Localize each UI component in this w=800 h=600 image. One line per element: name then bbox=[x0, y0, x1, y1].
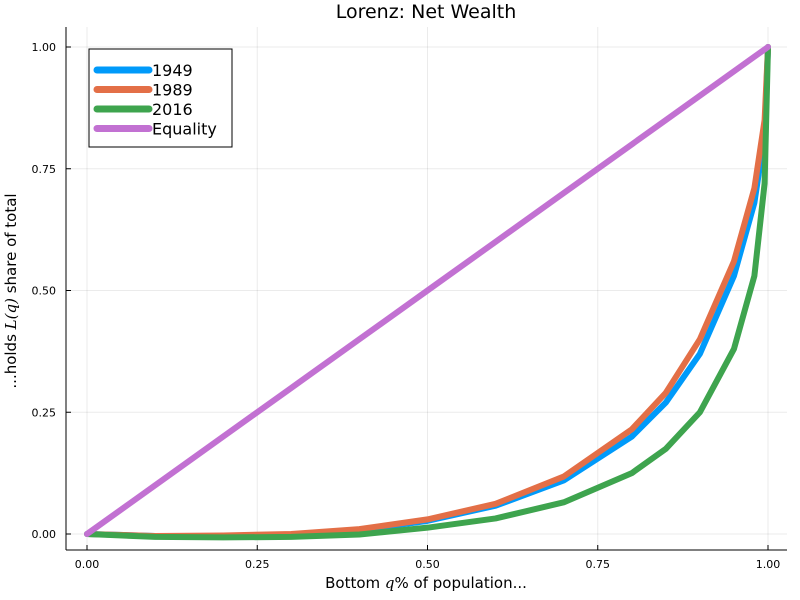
x-axis-label: Bottom q% of population... bbox=[325, 574, 527, 592]
y-tick-label-4: 1.00 bbox=[32, 41, 57, 54]
legend-label-2016: 2016 bbox=[152, 100, 193, 119]
y-tick-labels: 0.00 0.25 0.50 0.75 1.00 bbox=[32, 41, 57, 541]
x-tick-label-3: 0.75 bbox=[586, 558, 611, 571]
y-tick-label-2: 0.50 bbox=[32, 285, 57, 298]
y-tick-label-1: 0.25 bbox=[32, 406, 57, 419]
x-tick-labels: 0.00 0.25 0.50 0.75 1.00 bbox=[75, 558, 781, 571]
x-tick-label-4: 1.00 bbox=[756, 558, 781, 571]
y-axis-label-math: L(q) bbox=[2, 298, 20, 330]
axes bbox=[65, 27, 787, 551]
y-axis-label-suffix: share of total bbox=[2, 193, 20, 298]
x-axis-label-suffix: % of population... bbox=[395, 574, 527, 592]
legend-label-equality: Equality bbox=[152, 120, 217, 139]
x-tick-label-1: 0.25 bbox=[245, 558, 270, 571]
legend-label-1949: 1949 bbox=[152, 61, 193, 80]
legend-label-1989: 1989 bbox=[152, 81, 193, 100]
x-tick-label-2: 0.50 bbox=[415, 558, 440, 571]
series-line-2016 bbox=[84, 44, 771, 541]
x-axis-label-prefix: Bottom bbox=[325, 574, 385, 592]
y-axis-label: ...holds L(q) share of total bbox=[2, 193, 20, 388]
chart-title: Lorenz: Net Wealth bbox=[336, 1, 517, 23]
y-axis-label-prefix: ...holds bbox=[2, 329, 20, 388]
y-tick-label-0: 0.00 bbox=[32, 528, 57, 541]
series-line-equality bbox=[84, 44, 771, 537]
series-lines bbox=[84, 44, 771, 541]
x-axis-label-math: q bbox=[385, 574, 395, 592]
y-tick-label-3: 0.75 bbox=[32, 163, 57, 176]
x-tick-label-0: 0.00 bbox=[75, 558, 100, 571]
